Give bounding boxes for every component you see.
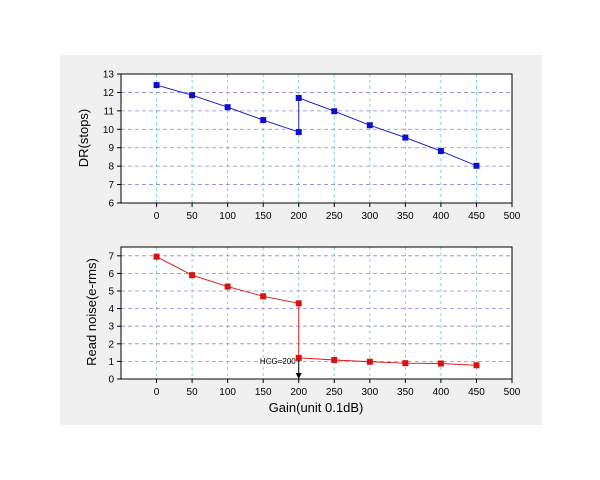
dr-xtick-label-9: 450 <box>468 211 485 222</box>
dr-ytick-label-4: 10 <box>103 125 115 136</box>
dr-xtick-label-5: 250 <box>326 211 343 222</box>
rn-xtick-label-3: 150 <box>255 387 272 398</box>
rn-x-axis-label: Gain(unit 0.1dB) <box>269 400 364 415</box>
rn-point-4 <box>295 300 302 307</box>
dr-xtick-label-3: 150 <box>255 211 272 222</box>
rn-point-7 <box>366 358 373 365</box>
dr-xtick-label-10: 500 <box>504 211 521 222</box>
dr-ytick-label-1: 7 <box>108 180 114 191</box>
dr-xtick-label-4: 200 <box>290 211 307 222</box>
rn-xtick-label-8: 400 <box>433 387 450 398</box>
dr-series <box>153 82 480 169</box>
rn-xtick-label-4: 200 <box>290 387 307 398</box>
dr-xtick-label-7: 350 <box>397 211 414 222</box>
rn-ytick-label-0: 0 <box>108 375 114 386</box>
rn-point-3 <box>260 293 267 300</box>
dr-ytick-label-5: 11 <box>104 106 115 117</box>
rn-ytick-label-7: 7 <box>108 251 114 262</box>
dr-point-10 <box>473 162 480 169</box>
rn-annotations: HCG=200 <box>260 357 302 379</box>
dr-xtick-label-2: 100 <box>219 211 236 222</box>
dr-point-8 <box>402 134 409 141</box>
dr-frame <box>120 73 513 204</box>
dr-ytick-label-2: 8 <box>108 162 114 173</box>
rn-ytick-label-2: 2 <box>108 339 114 350</box>
rn-annotation-arrow-head-0 <box>295 373 302 379</box>
dr-ticks: 0 50 100 150 200 250 300 350 400 450 500 6 7 8 9 10 11 12… <box>103 70 521 223</box>
rn-ytick-label-1: 1 <box>108 357 114 368</box>
dr-point-2 <box>224 104 231 111</box>
rn-ytick-label-3: 3 <box>108 322 114 333</box>
rn-point-6 <box>331 356 338 363</box>
rn-point-10 <box>473 362 480 369</box>
dr-point-9 <box>437 148 444 155</box>
dr-grid <box>121 73 513 203</box>
rn-ytick-label-4: 4 <box>108 304 114 315</box>
dr-y-axis-label: DR(stops) <box>76 109 91 168</box>
dr-ytick-label-6: 12 <box>103 88 115 99</box>
rn-plot-area <box>121 247 512 379</box>
dr-point-1 <box>189 92 196 99</box>
dr-chart: 0 50 100 150 200 250 300 350 400 450 500 6 7 8 9 10 11 12… <box>76 70 521 223</box>
dr-xtick-label-1: 50 <box>187 211 199 222</box>
rn-xtick-label-10: 500 <box>504 387 521 398</box>
dr-ytick-label-7: 13 <box>103 70 115 81</box>
dr-ytick-label-3: 9 <box>108 143 114 154</box>
rn-xtick-label-7: 350 <box>397 387 414 398</box>
dr-point-4 <box>295 129 302 136</box>
dr-xtick-label-6: 300 <box>361 211 378 222</box>
dr-ytick-label-0: 6 <box>108 199 114 210</box>
rn-frame <box>120 246 513 380</box>
rn-xtick-label-9: 450 <box>468 387 485 398</box>
dr-axes <box>120 73 513 204</box>
read-noise-chart: 0 50 100 150 200 250 300 350 400 450 500 0 1 2 3 4 5 6 7 H… <box>84 246 521 415</box>
dr-point-6 <box>331 108 338 115</box>
rn-point-0 <box>153 253 160 260</box>
dr-point-5 <box>295 94 302 101</box>
dr-point-7 <box>366 122 373 129</box>
rn-axes <box>120 246 513 380</box>
rn-annotation-label-0: HCG=200 <box>260 357 296 366</box>
rn-ticks: 0 50 100 150 200 250 300 350 400 450 500 0 1 2 3 4 5 6 7 <box>108 251 520 398</box>
rn-series <box>153 253 480 369</box>
dr-point-3 <box>260 117 267 124</box>
dr-xtick-label-8: 400 <box>433 211 450 222</box>
dr-point-0 <box>153 82 160 89</box>
rn-point-5 <box>295 354 302 361</box>
rn-point-1 <box>189 272 196 279</box>
rn-xtick-label-0: 0 <box>154 387 160 398</box>
dr-xtick-label-0: 0 <box>154 211 160 222</box>
rn-y-axis-label: Read noise(e-rms) <box>84 258 99 366</box>
rn-xtick-label-6: 300 <box>361 387 378 398</box>
rn-point-2 <box>224 283 231 290</box>
rn-xtick-label-5: 250 <box>326 387 343 398</box>
rn-point-9 <box>437 360 444 367</box>
rn-xtick-label-2: 100 <box>219 387 236 398</box>
rn-point-8 <box>402 360 409 367</box>
rn-ytick-label-5: 5 <box>108 287 114 298</box>
rn-xtick-label-1: 50 <box>187 387 199 398</box>
rn-ytick-label-6: 6 <box>108 269 114 280</box>
dr-plot-area <box>121 74 512 203</box>
